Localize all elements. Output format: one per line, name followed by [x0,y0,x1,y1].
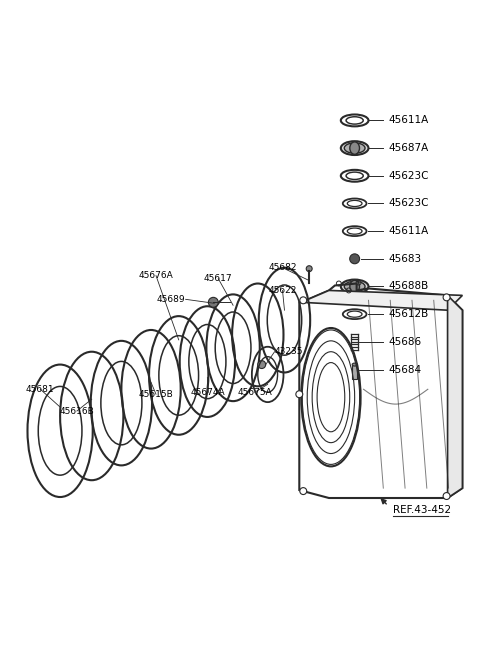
Ellipse shape [341,141,369,155]
Circle shape [258,361,266,369]
Text: 45623C: 45623C [388,171,429,181]
Circle shape [350,254,360,264]
Ellipse shape [352,363,357,366]
Text: 45688B: 45688B [388,282,429,291]
Text: 45684: 45684 [388,365,421,375]
Text: 45615B: 45615B [139,390,173,399]
Text: REF.43-452: REF.43-452 [393,505,451,515]
Text: 45675A: 45675A [238,388,272,397]
Text: 45674A: 45674A [191,388,226,397]
Text: 45611A: 45611A [388,226,429,236]
Polygon shape [447,295,462,498]
Text: 45687A: 45687A [388,143,429,153]
Circle shape [443,493,450,500]
Bar [352,365,357,379]
Circle shape [306,266,312,272]
Text: 45683: 45683 [388,253,421,264]
Text: 45622: 45622 [268,286,297,295]
Text: 45676A: 45676A [139,271,173,280]
Text: 45617: 45617 [204,274,233,283]
Ellipse shape [350,280,360,293]
Circle shape [300,487,307,495]
Text: 43235: 43235 [275,347,303,356]
Ellipse shape [341,280,369,293]
Text: 45686: 45686 [388,337,421,347]
Ellipse shape [344,143,365,153]
Circle shape [443,294,450,301]
Circle shape [208,297,218,307]
Circle shape [296,391,303,398]
Circle shape [300,297,307,304]
Text: 45689: 45689 [157,295,186,304]
Ellipse shape [344,281,365,291]
Text: 45681: 45681 [26,384,55,394]
Text: 45682: 45682 [268,263,297,272]
Text: 45623C: 45623C [388,198,429,208]
Polygon shape [301,290,462,310]
Text: 45611A: 45611A [388,115,429,125]
Text: 45612B: 45612B [388,309,429,319]
Ellipse shape [350,142,360,155]
Text: 45616B: 45616B [60,407,94,415]
